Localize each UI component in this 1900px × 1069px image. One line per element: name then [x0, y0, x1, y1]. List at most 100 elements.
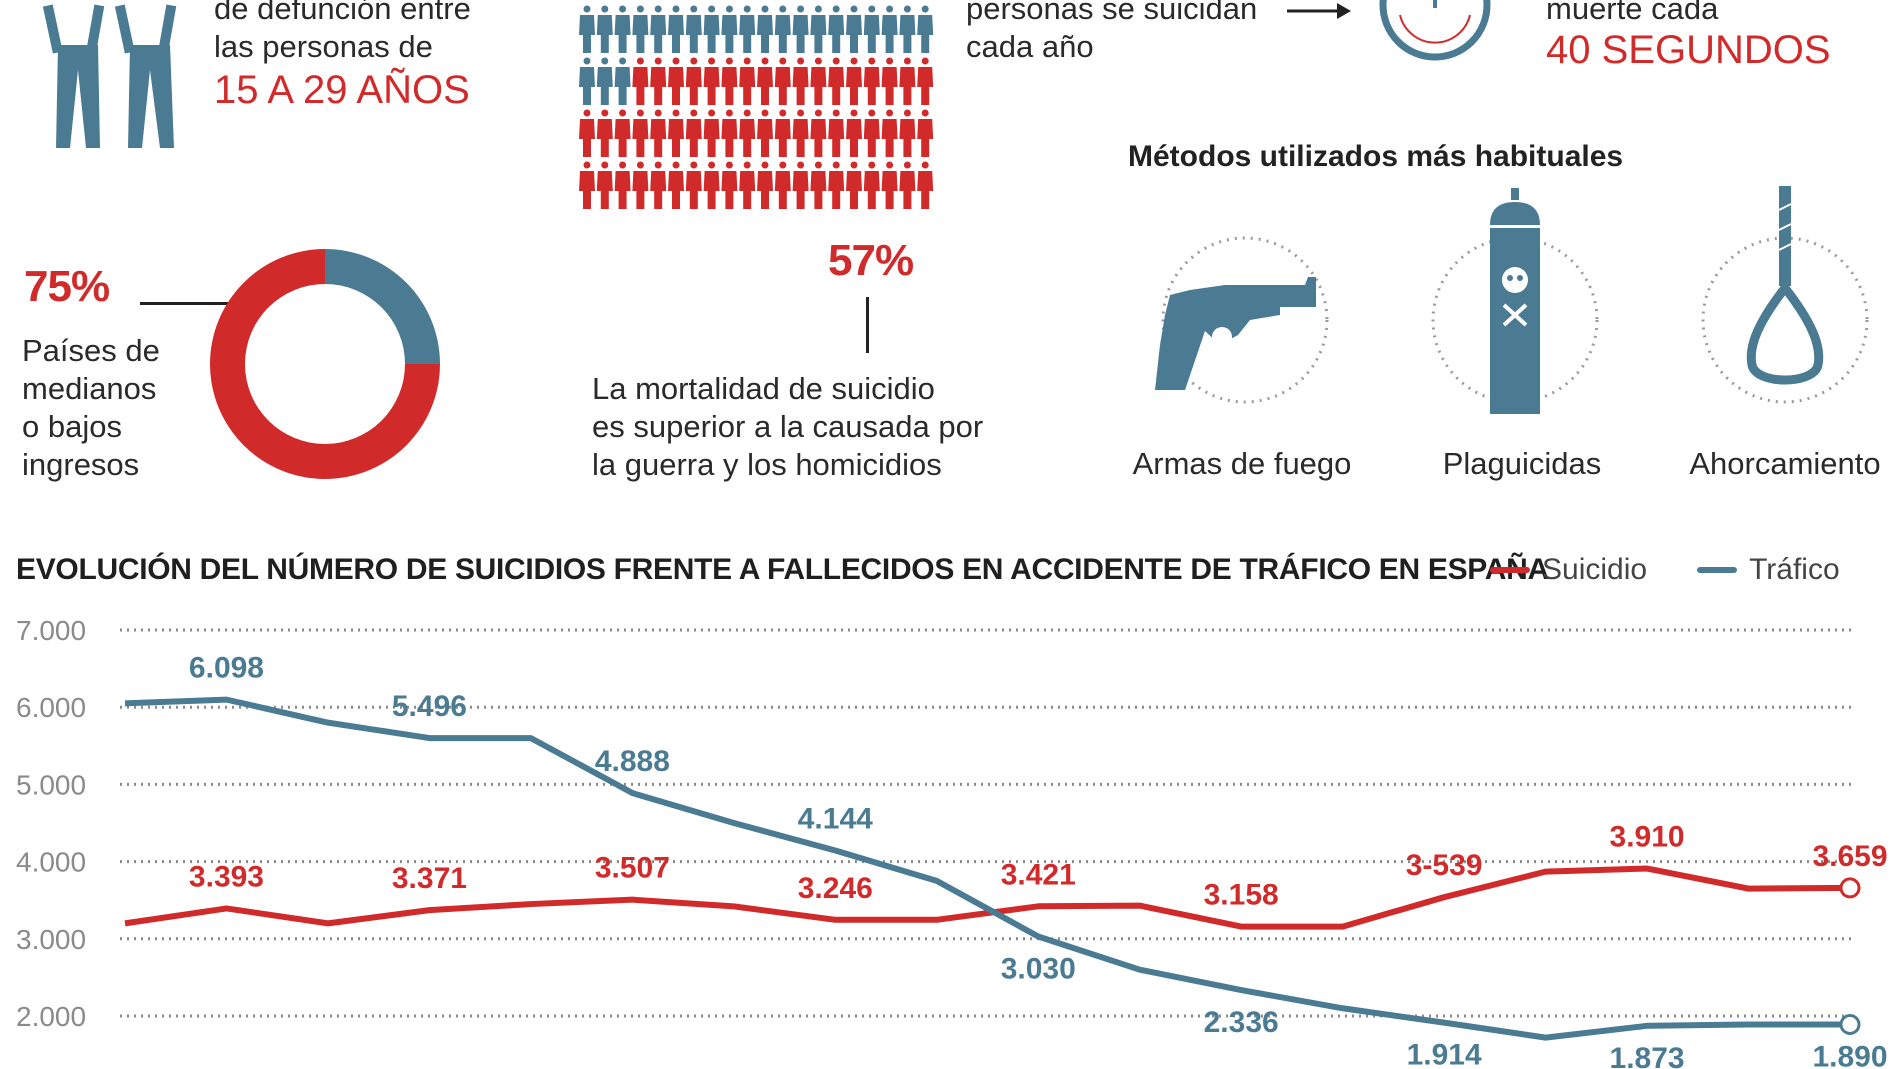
- method-label: Armas de fuego: [1132, 446, 1352, 481]
- person-figure: [685, 161, 702, 209]
- y-tick-label: 3.000: [16, 924, 86, 955]
- suicides-per-year-line1: personas se suicidan: [966, 0, 1258, 26]
- person-figure: [881, 5, 898, 53]
- person-figure: [917, 5, 934, 53]
- person-figure: [632, 109, 649, 157]
- line-chart: 7.000 6.000 5.000 4.000 3.000 2.000 3.393 3.371…: [16, 615, 1888, 1069]
- y-tick-label: 6.000: [16, 692, 86, 723]
- person-figure: [792, 161, 809, 209]
- noose-icon: [1746, 186, 1824, 385]
- person-figure: [757, 161, 773, 209]
- donut-caption-line: medianos: [22, 371, 157, 406]
- person-figure: [721, 57, 738, 105]
- data-label: 1.873: [1610, 1042, 1685, 1069]
- person-figure: [846, 5, 862, 53]
- person-figure: [596, 109, 613, 157]
- person-figure: [917, 161, 934, 209]
- person-figure: [685, 57, 702, 105]
- person-figure: [632, 161, 649, 209]
- donut-chart: [210, 249, 440, 479]
- age-highlight: 15 A 29 AÑOS: [214, 68, 470, 112]
- person-figure: [757, 5, 773, 53]
- person-figure: [881, 161, 898, 209]
- person-figure: [650, 109, 667, 157]
- person-figure: [668, 109, 684, 157]
- y-tick-label: 5.000: [16, 769, 86, 800]
- death-every-line1: muerte cada: [1546, 0, 1719, 26]
- person-figure: [863, 5, 880, 53]
- person-figure: [846, 109, 862, 157]
- method-label: Plaguicidas: [1442, 446, 1602, 481]
- suicides-per-year-line2: cada año: [966, 29, 1094, 64]
- chart-legend: Suicidio Tráfico: [1490, 553, 1840, 587]
- person-figure: [614, 57, 631, 105]
- data-label: 5.496: [392, 690, 467, 723]
- person-figure: [757, 109, 773, 157]
- person-figure: [810, 5, 827, 53]
- method-pesticide: [1431, 188, 1599, 414]
- person-figure: [828, 161, 845, 209]
- data-label: 3.246: [798, 872, 873, 905]
- pesticide-spray-icon: [1490, 188, 1540, 414]
- data-label: 3.910: [1610, 821, 1685, 854]
- donut-slice-minority: [325, 249, 440, 364]
- data-label: 4.888: [595, 745, 670, 778]
- person-figure: [650, 5, 667, 53]
- person-figure: [685, 109, 702, 157]
- data-label: 4.144: [798, 802, 873, 835]
- person-figure: [596, 57, 613, 105]
- donut-caption-line: ingresos: [22, 447, 140, 482]
- person-figure: [792, 109, 809, 157]
- person-figure: [721, 109, 738, 157]
- revolver-icon: [1155, 277, 1316, 390]
- person-figure: [774, 161, 791, 209]
- person-figure: [703, 161, 720, 209]
- person-figure: [703, 5, 720, 53]
- person-figure: [596, 161, 613, 209]
- person-figure: [899, 5, 916, 53]
- person-figure: [614, 5, 631, 53]
- war-leader-line: [866, 297, 869, 353]
- person-figure: [792, 57, 809, 105]
- person-figure: [774, 57, 791, 105]
- y-tick-label: 7.000: [16, 615, 86, 646]
- data-label: 3-539: [1406, 849, 1483, 882]
- chart-title: EVOLUCIÓN DEL NÚMERO DE SUICIDIOS FRENTE…: [16, 553, 1549, 586]
- person-figure: [632, 57, 649, 105]
- person-figure: [828, 5, 845, 53]
- person-figure: [721, 161, 738, 209]
- method-firearm: [1155, 236, 1329, 404]
- data-label: 3.421: [1001, 858, 1076, 891]
- person-figure: [757, 57, 773, 105]
- person-figure: [810, 161, 827, 209]
- data-point: [1839, 1013, 1861, 1035]
- person-figure: [668, 57, 684, 105]
- data-label: 3.030: [1001, 952, 1076, 985]
- data-point: [1839, 877, 1861, 899]
- war-caption-line: La mortalidad de suicidio: [592, 371, 935, 406]
- war-caption-line: es superior a la causada por: [592, 409, 984, 444]
- data-label: 3.659: [1812, 840, 1887, 873]
- person-figure: [899, 57, 916, 105]
- legend-swatch-suicidio: [1490, 567, 1530, 573]
- methods-title: Métodos utilizados más habituales: [1128, 140, 1624, 173]
- method-label: Ahorcamiento: [1689, 446, 1881, 481]
- donut-caption: Países de medianos o bajos ingresos: [22, 332, 160, 484]
- data-label: 6.098: [189, 652, 264, 685]
- y-tick-label: 2.000: [16, 1001, 86, 1032]
- age-text-line1: de defunción entre: [214, 0, 471, 26]
- donut-slice-majority: [210, 249, 440, 479]
- data-label: 1.914: [1407, 1039, 1482, 1069]
- data-label: 1.890: [1812, 1040, 1887, 1069]
- data-label: 3.371: [392, 862, 467, 895]
- data-label: 3.393: [189, 860, 264, 893]
- donut-leader-line: [140, 302, 228, 305]
- donut-caption-line: o bajos: [22, 409, 122, 444]
- data-label: 3.158: [1204, 879, 1279, 912]
- person-figure: [614, 109, 631, 157]
- person-figure: [668, 161, 684, 209]
- war-caption-line: la guerra y los homicidios: [592, 447, 942, 482]
- person-figure: [917, 57, 934, 105]
- person-figure: [774, 109, 791, 157]
- series-line-suicidio: [124, 865, 1851, 930]
